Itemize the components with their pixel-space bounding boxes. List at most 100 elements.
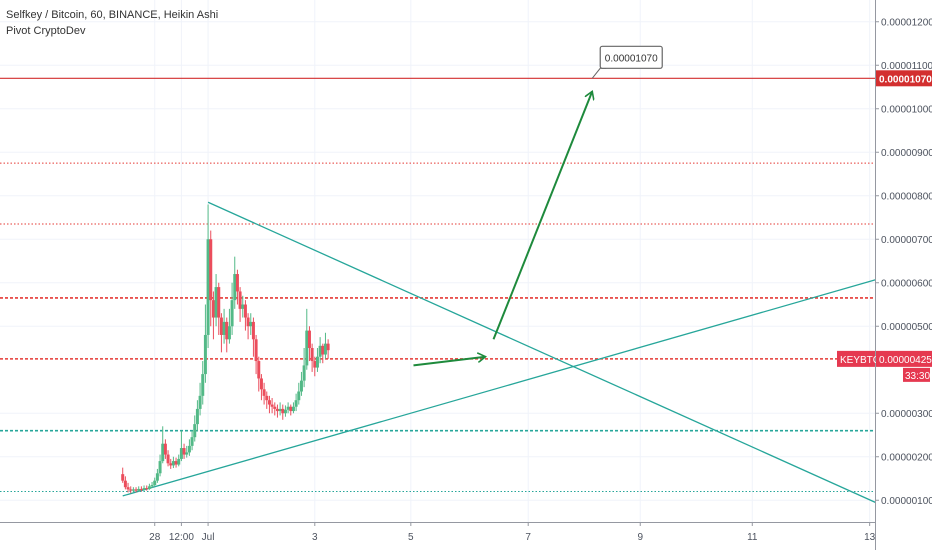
time-tick-label: 12:00 <box>169 532 194 543</box>
callout-box <box>599 45 663 69</box>
candle-body <box>313 361 317 368</box>
projection-arrow <box>492 91 593 340</box>
candle <box>166 450 170 467</box>
candle-body <box>262 389 266 396</box>
candle <box>206 204 210 348</box>
candle <box>147 483 151 490</box>
candle <box>169 458 173 469</box>
candle <box>286 402 290 414</box>
projection-arrows <box>413 91 593 367</box>
candle-body <box>281 408 285 414</box>
time-axis[interactable]: 28 12:00 Jul 3 5 7 9 11 13 <box>0 522 876 550</box>
candle <box>182 443 186 459</box>
candle <box>163 439 167 459</box>
trendline-descending <box>207 201 881 506</box>
candle <box>281 404 285 420</box>
candle <box>214 274 218 327</box>
candle-body <box>270 404 274 407</box>
time-tick-label: 13 <box>864 532 876 543</box>
candle <box>203 304 207 383</box>
candle-body <box>166 454 170 464</box>
candle <box>171 456 175 469</box>
candle <box>185 445 189 458</box>
time-tick-label: 11 <box>747 532 758 543</box>
candle-body <box>294 400 298 407</box>
time-tick-label: 28 <box>149 532 161 543</box>
candle-body <box>286 406 290 410</box>
price-tick-label: 0.00000200 <box>881 452 932 463</box>
candle-body <box>257 361 261 379</box>
candle <box>193 415 197 442</box>
target-price-tag-text: 0.00001070 <box>879 74 932 85</box>
candle-body <box>131 489 135 491</box>
candle-body <box>126 487 130 490</box>
candle <box>219 313 223 353</box>
candle <box>217 282 221 335</box>
candle-body <box>318 345 322 357</box>
candle-body <box>291 406 295 412</box>
candle-body <box>158 461 162 474</box>
candle-body <box>225 321 229 340</box>
trendline-ascending <box>122 277 881 497</box>
candle-body <box>179 448 183 459</box>
symbol-title[interactable]: Selfkey / Bitcoin, 60, BINANCE, Heikin A… <box>6 9 219 21</box>
candle <box>179 430 183 462</box>
candle-body <box>123 480 127 488</box>
horizontal-levels <box>0 77 875 493</box>
candle-body <box>326 343 330 351</box>
candle-body <box>182 448 186 455</box>
candle <box>249 313 253 335</box>
candle <box>262 382 266 405</box>
candle-body <box>302 365 306 381</box>
candle-body <box>315 356 319 368</box>
candle <box>161 426 165 464</box>
symbol-tag-text: KEYBTC <box>840 355 880 366</box>
candle <box>187 439 191 456</box>
candle <box>155 468 159 483</box>
candle-body <box>283 409 287 414</box>
last-price-tag-text: 0.00000425 <box>879 355 932 366</box>
candle-body <box>265 395 269 401</box>
candle-body <box>243 304 247 318</box>
projection-arrow <box>413 357 485 367</box>
candle <box>129 486 133 494</box>
price-tick-label: 0.00000300 <box>881 409 932 420</box>
time-axis-bg <box>0 522 875 550</box>
candle-body <box>307 330 311 348</box>
price-axis[interactable]: 0.00001200 0.00001100 0.00001000 0.00000900… <box>875 0 932 550</box>
candle <box>195 400 199 431</box>
candle-body <box>190 437 194 446</box>
candle-body <box>195 408 199 425</box>
candle-body <box>198 395 202 409</box>
candle <box>227 308 231 344</box>
candle <box>251 317 255 357</box>
candle-body <box>289 406 293 412</box>
candle <box>158 454 162 477</box>
candle-body <box>169 463 173 466</box>
candle-body <box>259 378 263 390</box>
candle-body <box>193 424 197 438</box>
candle <box>323 332 327 359</box>
candle-body <box>147 486 151 489</box>
callout-pointer <box>591 67 607 79</box>
candle <box>238 287 242 322</box>
candle-body <box>203 334 207 375</box>
chart-legend: Selfkey / Bitcoin, 60, BINANCE, Heikin A… <box>6 7 218 39</box>
candle-body <box>153 480 157 486</box>
candle <box>321 343 325 364</box>
candle <box>267 395 271 414</box>
candle <box>270 398 274 414</box>
candle-body <box>129 489 133 491</box>
candle <box>265 391 269 409</box>
candle-body <box>155 473 159 481</box>
candle <box>134 487 138 493</box>
indicator-title[interactable]: Pivot CryptoDev <box>6 25 86 37</box>
candle-body <box>139 488 143 490</box>
candle-body <box>214 287 218 318</box>
candle-body <box>145 488 149 490</box>
candle <box>273 402 277 416</box>
candle <box>233 256 237 309</box>
candle <box>174 457 178 468</box>
